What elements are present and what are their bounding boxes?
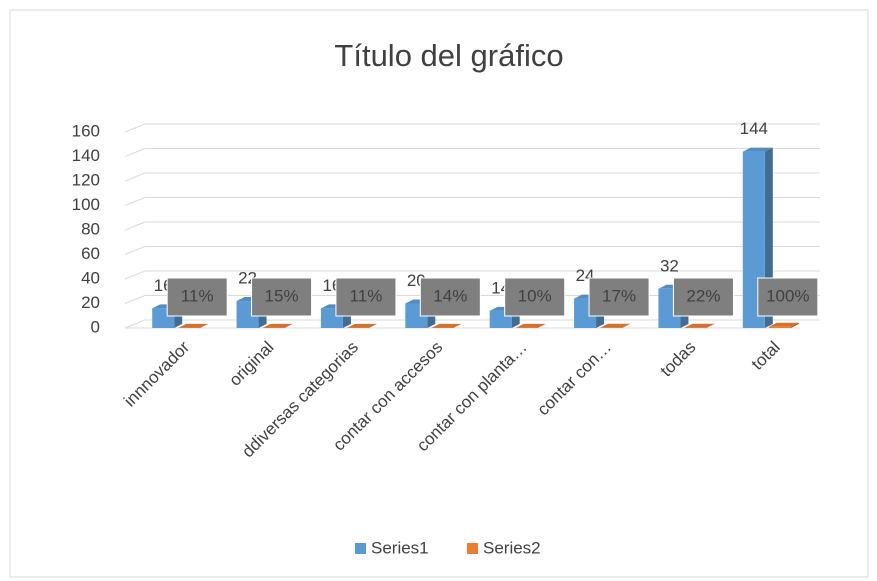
label-box <box>166 277 228 317</box>
bar-side <box>790 322 799 328</box>
y-tick-label: 120 <box>72 170 100 189</box>
bar-top <box>178 323 209 328</box>
bar-side <box>537 323 546 328</box>
legend-swatch <box>355 543 366 554</box>
bar-side <box>706 323 715 328</box>
data-label: 11% <box>350 286 383 305</box>
y-tick-label: 160 <box>72 121 100 140</box>
data-label: 32 <box>660 256 679 275</box>
grid-line <box>124 172 820 182</box>
bar-top <box>346 323 377 328</box>
label-box <box>588 277 650 317</box>
grid-line <box>124 197 820 206</box>
legend-swatch <box>467 543 478 554</box>
bar-side <box>200 323 209 328</box>
data-label: 17% <box>602 286 636 305</box>
label-box <box>251 277 313 317</box>
label-box <box>672 277 734 317</box>
grid-line <box>124 221 820 231</box>
grid-line <box>124 123 820 133</box>
data-label: 15% <box>265 286 299 305</box>
y-tick-label: 40 <box>81 268 100 287</box>
bar-side <box>453 323 462 328</box>
grid-line <box>124 246 820 255</box>
chart-title: Título del gráfico <box>334 38 563 73</box>
label-box <box>757 277 819 317</box>
data-label: 14% <box>433 286 467 305</box>
grid-line <box>124 270 820 280</box>
bar-side <box>368 323 377 328</box>
y-tick-label: 80 <box>81 219 100 238</box>
bar-top <box>684 323 715 328</box>
bar-top <box>768 322 799 327</box>
y-tick-label: 140 <box>72 146 100 165</box>
bar-top <box>742 147 773 152</box>
bar-top <box>431 323 462 328</box>
data-label: 144 <box>740 119 768 138</box>
bar <box>768 326 791 328</box>
data-label: 11% <box>181 286 214 305</box>
data-label: 100% <box>766 286 809 305</box>
data-label: 22% <box>686 286 720 305</box>
data-label: 10% <box>518 286 552 305</box>
legend-label: Series1 <box>371 538 429 557</box>
y-tick-label: 60 <box>81 244 100 263</box>
y-tick-label: 0 <box>91 317 100 336</box>
y-tick-label: 20 <box>81 293 100 312</box>
bar-top <box>600 323 631 328</box>
bar-top <box>262 323 293 328</box>
bar-side <box>284 323 293 328</box>
label-box <box>335 277 397 317</box>
legend-label: Series2 <box>483 538 541 557</box>
bar-top <box>515 323 546 328</box>
label-box <box>504 277 566 317</box>
label-box <box>419 277 481 317</box>
bar-side <box>622 323 631 328</box>
grid-line <box>124 148 820 157</box>
y-tick-label: 100 <box>72 195 100 214</box>
